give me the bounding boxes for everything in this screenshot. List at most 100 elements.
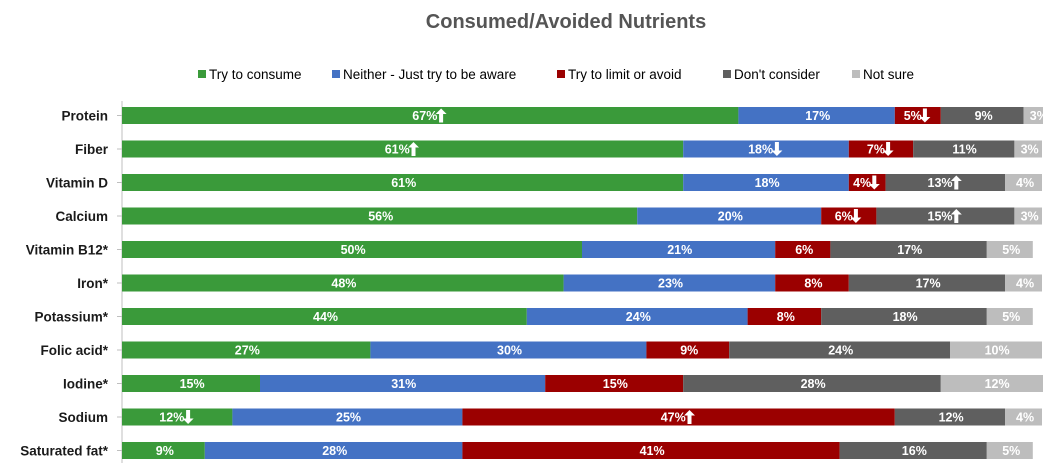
value-label: 8% <box>777 310 795 324</box>
value-label: 3% <box>1030 109 1043 123</box>
chart-title: Consumed/Avoided Nutrients <box>426 11 706 33</box>
category-label: Fiber <box>75 142 109 157</box>
value-label: 5% <box>904 109 922 123</box>
category-label: Saturated fat* <box>20 444 109 459</box>
bar-try-to-consume <box>122 241 582 258</box>
value-label: 12% <box>985 377 1010 391</box>
value-label: 18% <box>893 310 918 324</box>
value-label: 47% <box>661 411 686 425</box>
bar-don-t-consider <box>839 442 987 459</box>
value-label: 9% <box>156 444 174 458</box>
value-label: 5% <box>1002 310 1020 324</box>
trend-up-arrow-icon <box>950 175 962 190</box>
bar-neither-just-try-to-be-aware <box>683 140 849 158</box>
bar-try-to-limit-or-avoid <box>894 107 941 124</box>
value-label: 9% <box>975 109 993 123</box>
category-label: Iron* <box>77 276 108 291</box>
trend-down-arrow-icon <box>868 175 880 190</box>
bar-try-to-limit-or-avoid <box>462 442 840 459</box>
category-label: Protein <box>61 109 108 124</box>
bar-neither-just-try-to-be-aware <box>232 408 463 426</box>
row-fiber: Fiber 61% 18% 7% 11% 3% <box>75 140 1042 158</box>
value-label: 4% <box>1016 277 1034 291</box>
legend-label-try-to-limit-or-avoid: Try to limit or avoid <box>568 67 682 82</box>
bar-try-to-limit-or-avoid <box>821 207 877 225</box>
value-label: 41% <box>640 444 665 458</box>
value-label: 4% <box>853 176 871 190</box>
category-label: Iodine* <box>63 377 109 392</box>
value-label: 7% <box>867 143 885 157</box>
row-potassium: Potassium* 44% 24% 8% 18% 5% <box>34 308 1033 325</box>
value-label: 48% <box>331 277 356 291</box>
value-label: 18% <box>755 176 780 190</box>
trend-down-arrow-icon <box>919 108 931 123</box>
bar-don-t-consider <box>876 207 1015 225</box>
value-label: 5% <box>1002 243 1020 257</box>
bar-not-sure <box>1023 107 1043 124</box>
bar-not-sure <box>1014 207 1042 225</box>
bar-not-sure <box>950 341 1042 359</box>
bar-try-to-consume <box>122 408 233 426</box>
bar-not-sure <box>1005 274 1042 292</box>
value-label: 31% <box>391 377 416 391</box>
bar-neither-just-try-to-be-aware <box>563 274 776 292</box>
bar-don-t-consider <box>830 241 987 258</box>
bar-not-sure <box>1005 174 1042 191</box>
value-label: 61% <box>391 176 416 190</box>
value-label: 4% <box>1016 411 1034 425</box>
bar-don-t-consider <box>821 308 987 325</box>
bar-try-to-limit-or-avoid <box>848 140 914 158</box>
bar-don-t-consider <box>848 274 1006 292</box>
trend-up-arrow-icon <box>684 410 695 424</box>
value-label: 4% <box>1016 176 1034 190</box>
bar-neither-just-try-to-be-aware <box>738 107 895 124</box>
row-sodium: Sodium 12% 25% 47% 12% 4% <box>59 408 1042 426</box>
bar-not-sure <box>986 241 1033 258</box>
value-label: 11% <box>952 143 976 157</box>
value-label: 23% <box>658 277 683 291</box>
category-label: Potassium* <box>34 310 108 325</box>
row-saturated-fat: Saturated fat* 9% 28% 41% 16% 5% <box>20 442 1033 459</box>
value-label: 50% <box>341 243 366 257</box>
trend-down-arrow-icon <box>882 142 894 156</box>
value-label: 12% <box>939 411 964 425</box>
value-label: 18% <box>748 143 773 157</box>
value-label: 17% <box>897 243 922 257</box>
category-label: Vitamin B12* <box>26 243 109 258</box>
bar-don-t-consider <box>940 107 1024 124</box>
trend-up-arrow-icon <box>950 209 962 223</box>
value-label: 17% <box>805 109 830 123</box>
value-label: 3% <box>1021 143 1039 157</box>
bar-try-to-limit-or-avoid <box>462 408 895 426</box>
bar-try-to-limit-or-avoid <box>747 308 822 325</box>
bar-try-to-consume <box>122 107 739 124</box>
value-label: 8% <box>804 277 822 291</box>
value-label: 25% <box>336 411 361 425</box>
value-label: 28% <box>801 377 826 391</box>
bar-don-t-consider <box>885 174 1006 191</box>
bar-try-to-consume <box>122 442 205 459</box>
value-label: 15% <box>603 377 628 391</box>
value-label: 61% <box>385 143 410 157</box>
bar-try-to-limit-or-avoid <box>545 375 684 392</box>
value-label: 13% <box>928 176 953 190</box>
bar-try-to-consume <box>122 207 638 225</box>
bar-not-sure <box>986 308 1033 325</box>
legend-swatch-not-sure <box>852 70 860 78</box>
category-label: Vitamin D <box>46 176 108 191</box>
value-label: 20% <box>718 210 743 224</box>
legend-label-neither-just-try-to-be-aware: Neither - Just try to be aware <box>343 67 516 82</box>
row-vitamin-b12: Vitamin B12* 50% 21% 6% 17% 5% <box>26 241 1033 258</box>
legend-label-try-to-consume: Try to consume <box>209 67 302 82</box>
bar-not-sure <box>986 442 1033 459</box>
row-vitamin-d: Vitamin D 61% 18% 4% 13% 4% <box>46 174 1042 191</box>
bar-try-to-consume <box>122 341 371 359</box>
trend-up-arrow-icon <box>435 108 447 123</box>
bar-neither-just-try-to-be-aware <box>683 174 849 191</box>
legend-label-don-t-consider: Don't consider <box>734 67 820 82</box>
legend-swatch-neither-just-try-to-be-aware <box>332 70 340 78</box>
bar-try-to-consume <box>122 274 564 292</box>
legend-label-not-sure: Not sure <box>863 67 914 82</box>
bar-don-t-consider <box>729 341 950 359</box>
